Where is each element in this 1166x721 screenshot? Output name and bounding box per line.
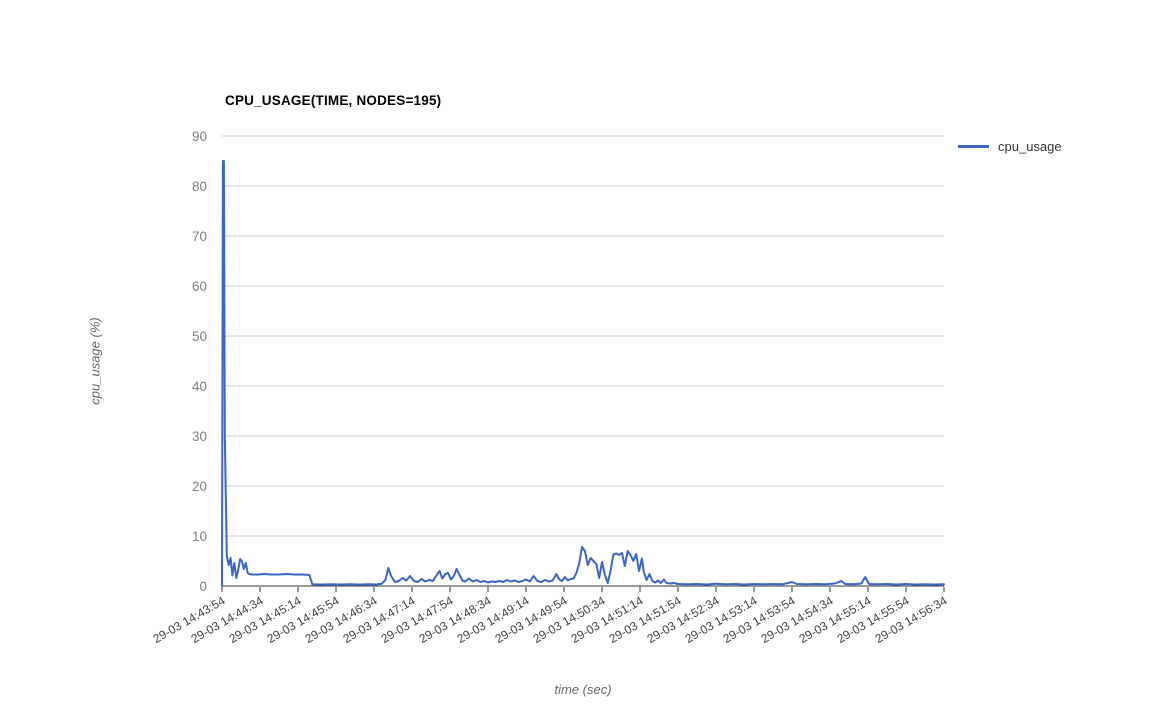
x-axis-title: time (sec)	[554, 682, 612, 697]
y-tick-label: 70	[192, 229, 207, 244]
y-tick-label: 20	[192, 479, 207, 494]
y-tick-label: 30	[192, 429, 207, 444]
y-tick-label: 10	[192, 529, 207, 544]
y-tick-label: 60	[192, 279, 207, 294]
series-line-cpu-usage[interactable]	[221, 160, 945, 587]
y-tick-label: 80	[192, 179, 207, 194]
legend[interactable]: cpu_usage	[958, 139, 1062, 154]
y-axis-title: cpu_usage (%)	[87, 317, 103, 405]
legend-label: cpu_usage	[998, 139, 1062, 154]
y-tick-label: 90	[192, 129, 207, 144]
y-tick-label: 0	[199, 579, 207, 594]
legend-line-icon	[958, 145, 989, 148]
y-tick-label: 40	[192, 379, 207, 394]
chart-title: CPU_USAGE(TIME, NODES=195)	[225, 93, 442, 108]
y-tick-label: 50	[192, 329, 207, 344]
